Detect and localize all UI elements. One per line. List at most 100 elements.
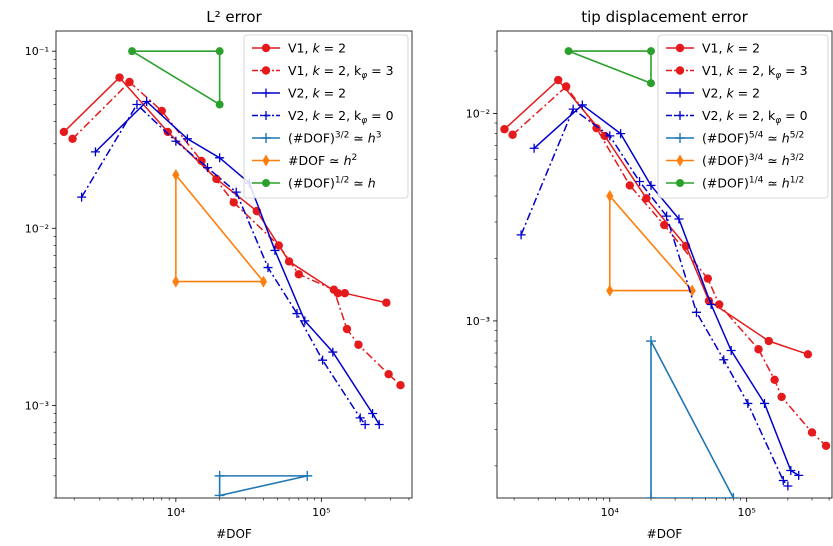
data-point [215,153,225,163]
data-point [115,73,124,82]
y-tick-label: 10⁻² [25,222,49,235]
x-tick-label: 10⁴ [601,506,620,519]
data-point [355,413,365,423]
y-tick-label: 10⁻¹ [25,45,49,58]
data-point [577,100,587,110]
data-point [803,350,813,359]
data-point [794,470,804,480]
data-point [197,156,206,166]
slope-triangle [175,172,266,283]
legend-label: (#DOF)1/2 ≃ h [288,176,376,191]
data-point [90,147,100,157]
data-point [592,123,601,133]
data-point [764,336,773,346]
plot-area [500,47,831,498]
data-point [777,392,786,402]
data-point [202,163,212,173]
data-point [821,441,831,450]
triangle-marker [564,47,573,56]
data-point [231,187,241,197]
legend: V1, k = 2 V1, k = 2, kφ = 3 V2, k = 2 V2, k… [243,34,409,199]
data-point [715,300,724,309]
data-point [554,75,563,85]
data-point [342,324,352,334]
legend-marker [261,133,271,143]
slope-triangle [218,475,308,497]
data-point [318,355,328,365]
data-point [692,307,702,317]
triangle-marker [302,470,313,481]
triangle-marker [215,100,224,109]
data-point [329,285,339,294]
data-point [157,106,166,116]
triangle-marker [606,190,614,203]
triangle-marker [646,79,655,88]
legend-label: V2, k = 2, kφ = 0 [702,108,808,126]
legend-label: #DOF ≃ h2 [288,153,357,168]
plot-area [59,47,405,498]
triangle-marker [645,336,656,347]
data-point [382,298,391,307]
slope-triangle [650,340,735,498]
legend-marker [675,43,685,53]
chart-tip-displacement-error: tip displacement error #DOF 10⁴ 10⁵ 10⁻³ 10⁻²… [466,8,833,541]
plot-frame [55,30,413,499]
data-point [59,127,69,137]
data-point [646,180,656,190]
triangle-marker [215,47,224,56]
legend-marker [676,154,684,167]
data-point [360,420,370,430]
data-point [163,127,172,137]
legend-marker [675,66,685,75]
legend-marker [261,66,271,75]
series-line [80,103,366,425]
data-point [807,428,817,437]
data-point [500,125,509,134]
slope-triangle [129,50,221,106]
legend-marker [676,179,684,187]
data-point [703,274,713,283]
legend-label: (#DOF)1/4 ≃ h1/2 [702,176,804,191]
triangle-marker [645,493,656,498]
triangle-marker [259,275,268,288]
legend-marker [675,133,685,143]
x-tick-label: 10⁵ [312,506,330,519]
x-tick-label: 10⁴ [167,506,186,519]
triangle-marker [214,470,225,481]
series-line [533,103,800,477]
x-axis-label: #DOF [647,527,683,541]
data-point [625,181,634,190]
data-point [171,136,181,146]
data-point [674,214,684,224]
data-point [270,245,280,255]
y-tick-label: 10⁻³ [25,399,49,412]
legend-marker [261,43,271,53]
data-point [642,194,651,203]
legend-marker [261,88,271,98]
triangle-marker [214,490,225,498]
data-point [77,192,87,202]
triangle-marker [728,493,739,498]
data-point [229,198,238,207]
data-point [340,289,350,298]
data-point [368,408,378,418]
series-line [72,80,401,386]
legend-label: V1, k = 2 [702,41,760,56]
data-point [786,465,796,475]
slope-triangle [608,193,694,292]
data-point [274,241,283,250]
triangle-marker [688,284,696,297]
chart-title: tip displacement error [581,8,748,26]
legend-label: V1, k = 2, kφ = 3 [288,63,394,81]
chart-title: L² error [206,8,262,26]
triangle-marker [172,275,180,288]
data-point [778,476,788,486]
legend-label: (#DOF)3/2 ≃ h3 [288,131,381,146]
legend-label: V1, k = 2 [288,41,346,56]
data-point [770,375,779,385]
y-tick-label: 10⁻² [466,108,490,121]
data-point [182,134,192,144]
legend-box [657,34,829,199]
triangle-marker [172,168,180,181]
